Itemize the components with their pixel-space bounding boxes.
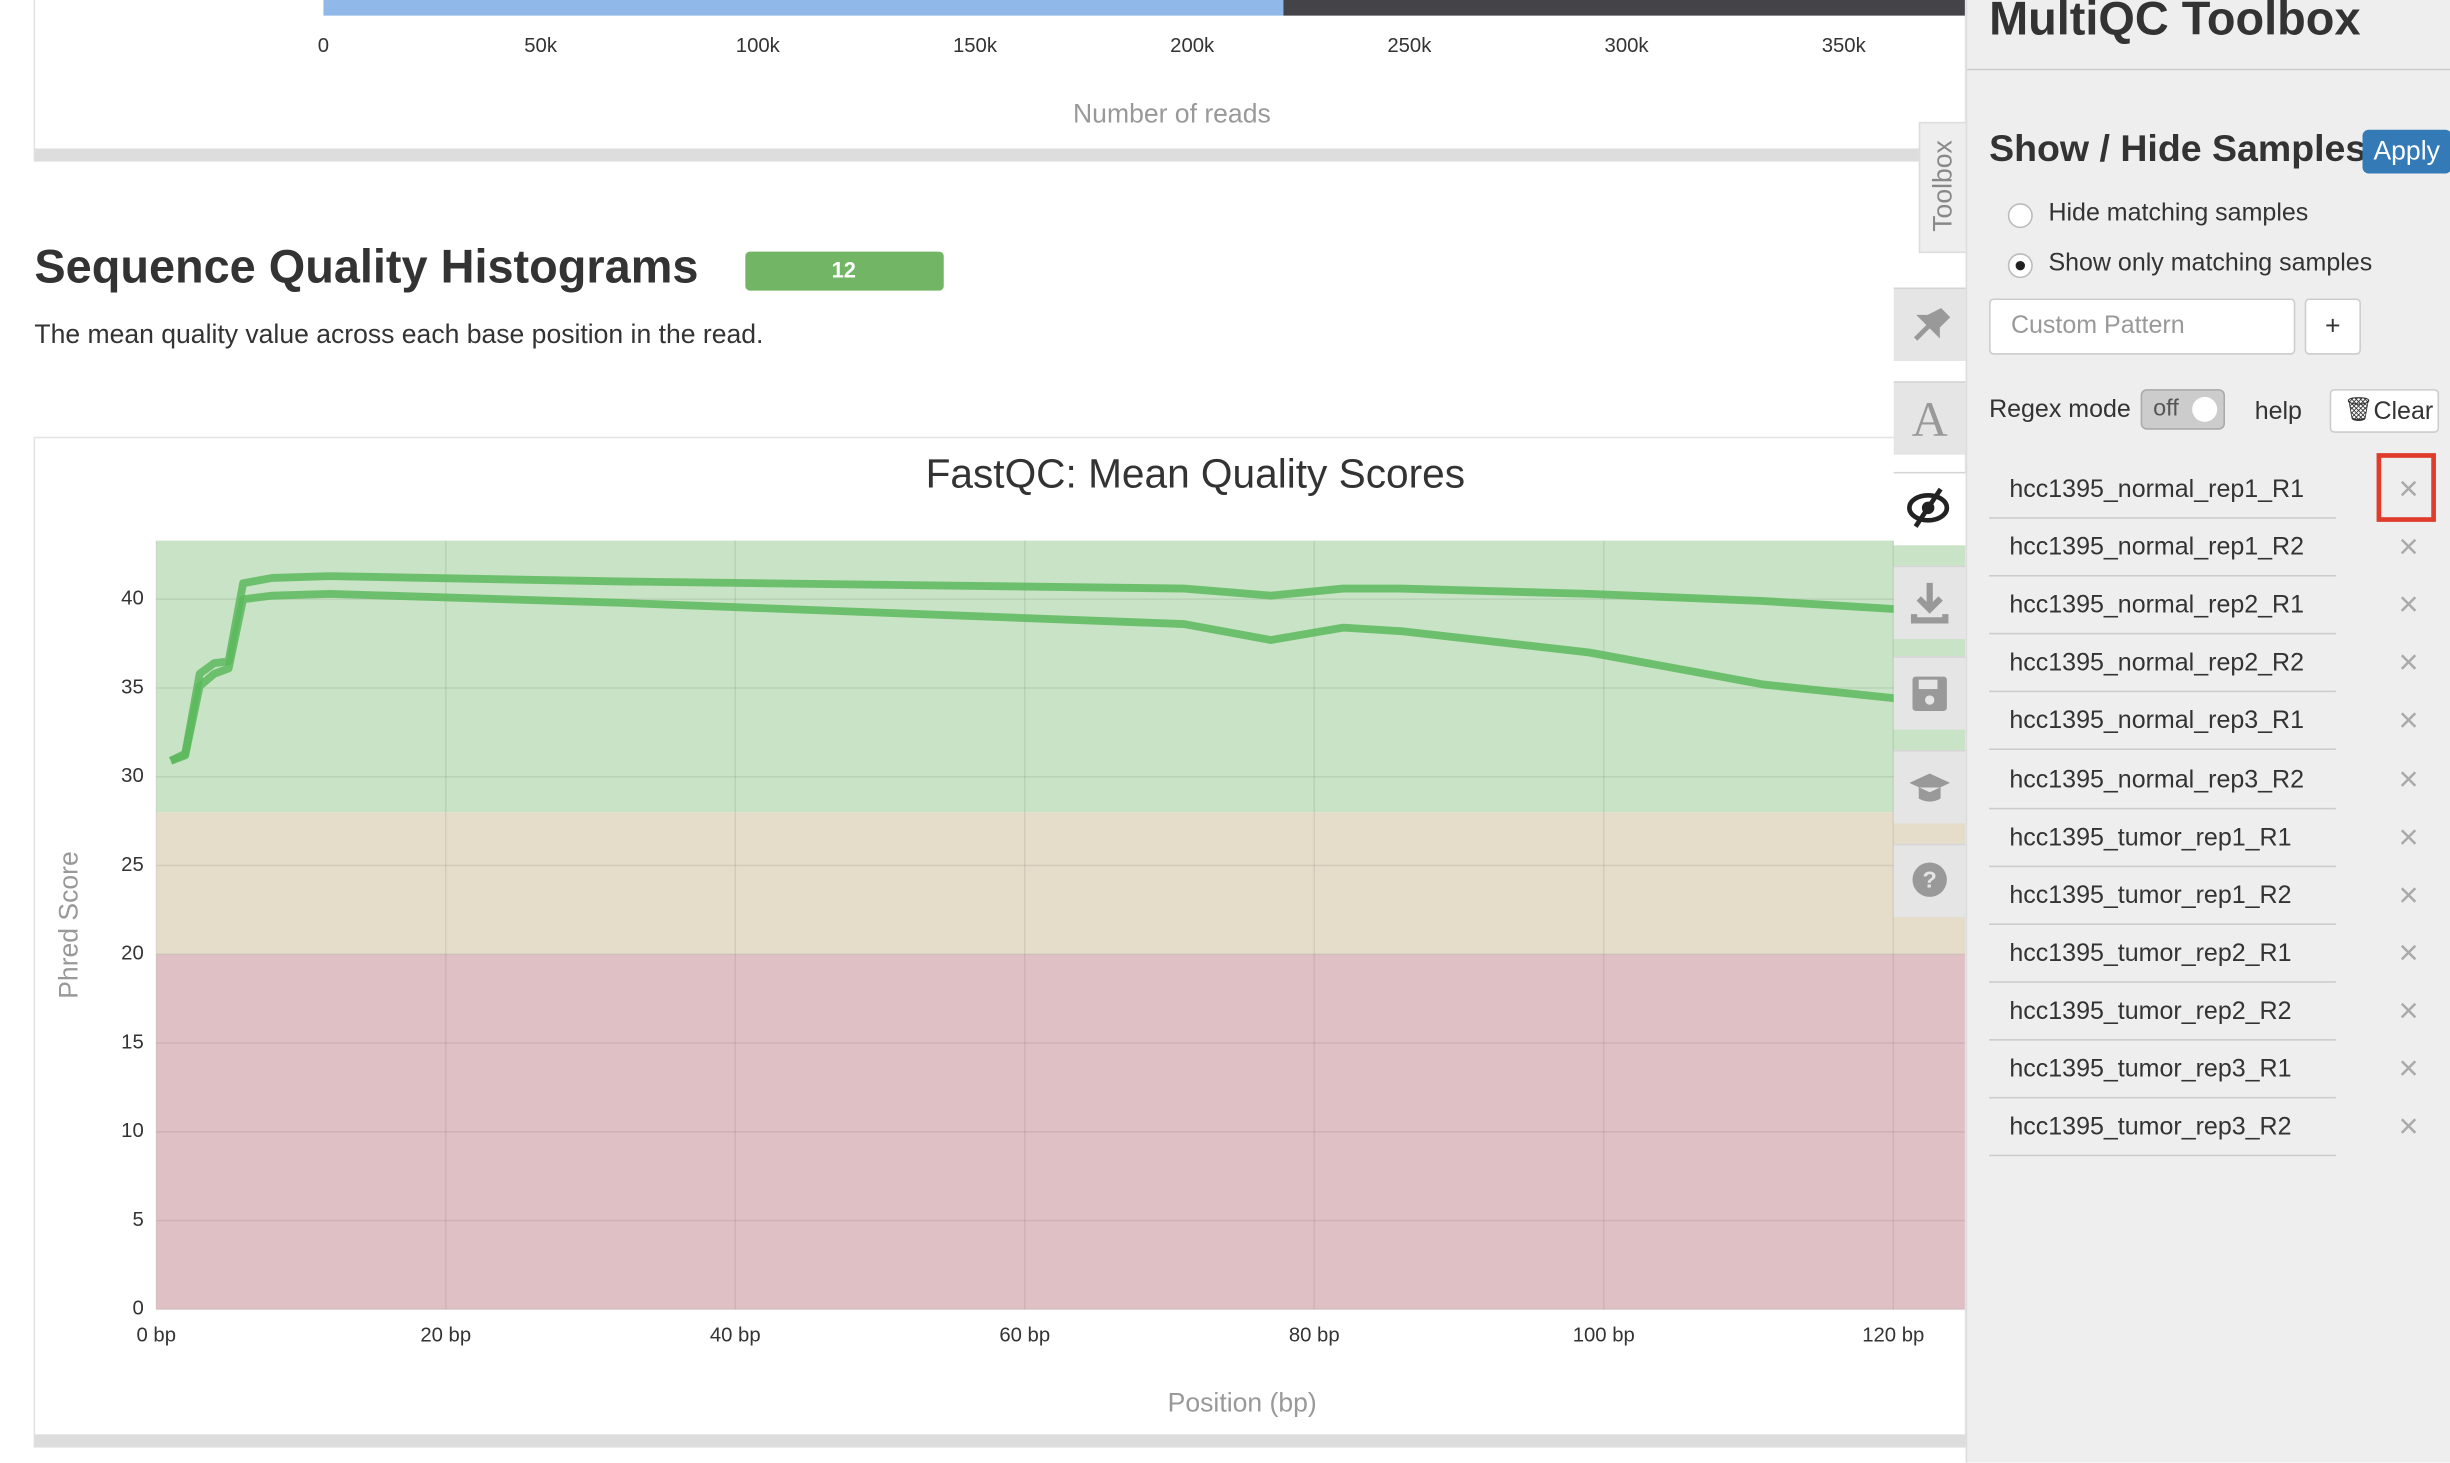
y-tick-label: 35	[121, 676, 144, 698]
radio[interactable]	[2008, 203, 2033, 228]
toolbox-title: MultiQC Toolbox	[1989, 0, 2360, 47]
x-tick-label: 100 bp	[1573, 1324, 1635, 1346]
x-tick-label: 120 bp	[1862, 1324, 1924, 1346]
sample-item: hcc1395_tumor_rep3_R2	[1989, 1100, 2336, 1156]
regex-toggle[interactable]: off	[2141, 389, 2225, 430]
bar-chart: 0 50k 100k 150k 200k 250k 300k 350k	[318, 0, 1966, 57]
report: 0 5 10 15 20 25 30 35 40 0 bp 20 bp 40 bp 60 bp 80 bp…	[0, 0, 1966, 1463]
remove-sample[interactable]: ×	[2398, 932, 2418, 973]
x-tick-label: 200k	[1170, 35, 1215, 57]
remove-sample[interactable]: ×	[2398, 875, 2418, 916]
save-button[interactable]	[1894, 656, 1966, 729]
divider	[1967, 69, 2450, 71]
remove-sample[interactable]: ×	[2398, 1106, 2418, 1147]
radio-label: Show only matching samples	[2048, 250, 2372, 278]
x-tick-label: 40 bp	[710, 1324, 761, 1346]
chart-title: FastQC: Mean Quality Scores	[926, 450, 1465, 496]
bar-plot-box	[34, 0, 1965, 161]
sample-item: hcc1395_tumor_rep1_R2	[1989, 868, 2336, 924]
trash-icon: 🗑	[2344, 395, 2374, 423]
clear-button[interactable]: 🗑 Clear	[2330, 389, 2439, 433]
x-tick-label: 300k	[1605, 35, 1650, 57]
toolbox-panel: MultiQC Toolbox Show / Hide Samples Appl…	[1966, 0, 2450, 1463]
add-button[interactable]: +	[2305, 298, 2361, 354]
y-tick-label: 15	[121, 1031, 144, 1053]
sample-item: hcc1395_normal_rep1_R2	[1989, 520, 2336, 576]
remove-sample[interactable]: ×	[2398, 759, 2418, 800]
hide-samples-button[interactable]	[1894, 472, 1966, 545]
badge-text: 12	[832, 258, 856, 283]
resize-handle[interactable]	[34, 148, 1965, 161]
x-tick-label: 250k	[1387, 35, 1432, 57]
toggle-knob	[2192, 397, 2217, 422]
bar	[323, 0, 1283, 16]
svg-text:?: ?	[1923, 866, 1937, 892]
toolbox-tab-label: Toolbox	[1928, 122, 1959, 250]
sample-item: hcc1395_normal_rep1_R1	[1989, 463, 2336, 519]
tour-button[interactable]	[1894, 750, 1966, 823]
sample-item: hcc1395_tumor_rep3_R1	[1989, 1042, 2336, 1098]
help-button[interactable]: ?	[1894, 844, 1966, 917]
remove-sample[interactable]: ×	[2398, 701, 2418, 742]
x-tick-label: 60 bp	[999, 1324, 1050, 1346]
radio-dot	[2016, 261, 2025, 270]
x-axis-label: Number of reads	[1073, 99, 1271, 129]
remove-sample[interactable]: ×	[2398, 527, 2418, 568]
highlight-box	[2377, 453, 2436, 522]
sample-item: hcc1395_normal_rep3_R2	[1989, 752, 2336, 808]
regex-state: off	[2153, 395, 2179, 422]
x-tick-label: 150k	[953, 35, 998, 57]
radio-label: Hide matching samples	[2048, 200, 2308, 228]
y-axis-label: Phred Score	[53, 851, 83, 999]
y-tick-label: 30	[121, 765, 144, 787]
line-chart: 0 5 10 15 20 25 30 35 40 0 bp 20 bp 40 bp 60 bp 80 bp…	[121, 541, 1965, 1347]
x-tick-label: 80 bp	[1289, 1324, 1340, 1346]
x-axis-label: Position (bp)	[1168, 1388, 1317, 1418]
y-tick-label: 5	[132, 1209, 143, 1231]
y-tick-label: 40	[121, 588, 144, 610]
export-button[interactable]	[1894, 566, 1966, 639]
apply-button[interactable]: Apply	[2363, 130, 2450, 174]
plot-band	[156, 812, 1965, 954]
resize-handle[interactable]	[34, 1434, 1965, 1447]
x-tick-label: 0 bp	[136, 1324, 176, 1346]
section-title: Sequence Quality Histograms	[34, 241, 698, 293]
sample-item: hcc1395_tumor_rep2_R1	[1989, 926, 2336, 982]
remove-sample[interactable]: ×	[2398, 1048, 2418, 1089]
remove-sample[interactable]: ×	[2398, 585, 2418, 626]
pin-button[interactable]	[1894, 288, 1966, 361]
help-link[interactable]: help	[2255, 398, 2302, 426]
toolbox-tab[interactable]: Toolbox	[1919, 122, 1969, 253]
sample-item: hcc1395_normal_rep2_R2	[1989, 636, 2336, 692]
x-tick-label: 100k	[736, 35, 781, 57]
panel-heading: Show / Hide Samples	[1989, 128, 2366, 172]
y-tick-label: 20	[121, 943, 144, 965]
bar	[1283, 0, 1965, 16]
remove-sample[interactable]: ×	[2398, 817, 2418, 858]
radio[interactable]	[2008, 253, 2033, 278]
pattern-input[interactable]: Custom Pattern	[1989, 298, 2295, 354]
x-tick-label: 50k	[524, 35, 558, 57]
regex-label: Regex mode	[1989, 397, 2131, 425]
sample-item: hcc1395_tumor_rep2_R2	[1989, 984, 2336, 1040]
remove-sample[interactable]: ×	[2398, 990, 2418, 1031]
sample-item: hcc1395_tumor_rep1_R1	[1989, 810, 2336, 866]
x-tick-label: 350k	[1822, 35, 1867, 57]
font-button[interactable]: A	[1894, 381, 1966, 454]
x-tick-label: 20 bp	[420, 1324, 471, 1346]
sample-item: hcc1395_normal_rep2_R1	[1989, 578, 2336, 634]
remove-sample[interactable]: ×	[2398, 643, 2418, 684]
y-tick-label: 25	[121, 854, 144, 876]
y-tick-label: 10	[121, 1120, 144, 1142]
clear-label: Clear	[2373, 398, 2433, 426]
section-description: The mean quality value across each base …	[34, 319, 763, 349]
sample-item: hcc1395_normal_rep3_R1	[1989, 694, 2336, 750]
y-tick-label: 0	[132, 1298, 143, 1320]
x-tick-label: 0	[318, 35, 329, 57]
